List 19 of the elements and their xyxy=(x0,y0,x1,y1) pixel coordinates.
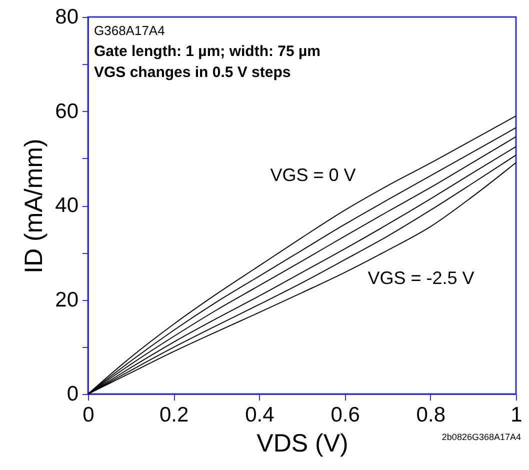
y-tick-label: 80 xyxy=(55,6,78,28)
annotation: VGS changes in 0.5 V steps xyxy=(94,64,291,81)
y-tick-label: 60 xyxy=(55,100,78,123)
y-tick-label: 20 xyxy=(55,288,78,312)
annotation: Gate length: 1 µm; width: 75 µm xyxy=(94,43,320,60)
x-tick-label: 0 xyxy=(82,404,94,426)
text: 2b0826G368A17A4 xyxy=(442,432,521,442)
annotation: VGS = 0 V xyxy=(270,165,356,185)
x-tick-label: 0.4 xyxy=(245,404,275,426)
x-tick-label: 0.8 xyxy=(416,404,446,426)
annotation: G368A17A4 xyxy=(94,23,165,38)
y-tick-label: 0 xyxy=(66,382,78,406)
x-tick-label: 0.2 xyxy=(160,404,189,426)
x-axis-title: VDS (V) xyxy=(256,430,348,458)
y-tick-label: 40 xyxy=(55,194,78,217)
x-tick-label: 1 xyxy=(510,404,522,426)
x-tick-label: 0.6 xyxy=(330,404,360,426)
annotation: VGS = -2.5 V xyxy=(368,268,474,288)
y-axis-title: ID (mA/mm) xyxy=(20,138,48,274)
